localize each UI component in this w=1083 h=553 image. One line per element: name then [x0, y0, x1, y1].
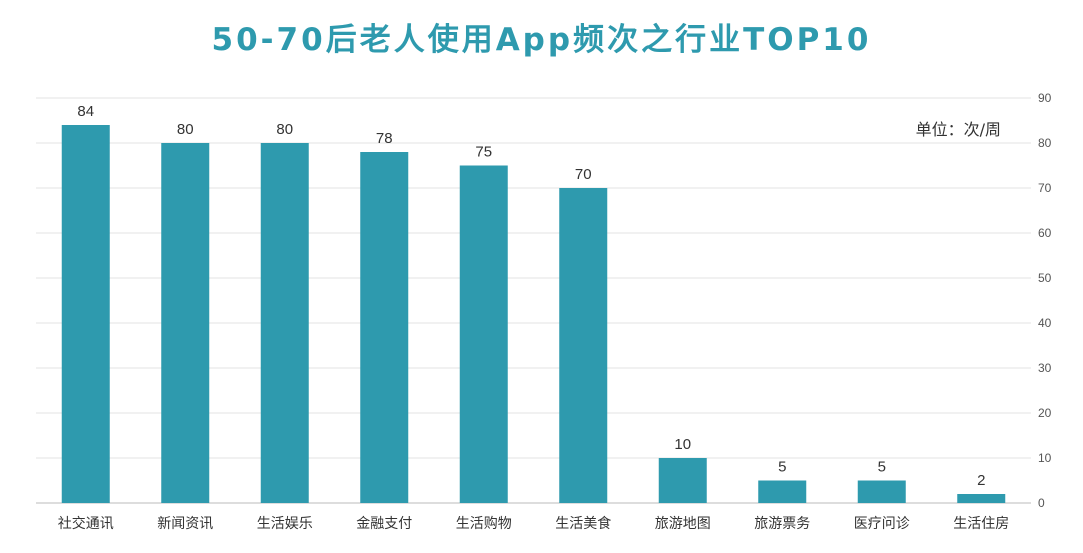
category-label: 生活住房: [953, 516, 1009, 532]
y-tick-label: 50: [1038, 271, 1052, 285]
data-label: 5: [878, 459, 886, 476]
y-tick-label: 0: [1038, 496, 1045, 510]
y-tick-label: 70: [1038, 181, 1052, 195]
category-label: 新闻资讯: [157, 516, 213, 532]
bar: [758, 480, 807, 503]
bar: [161, 143, 210, 503]
data-label: 84: [77, 103, 94, 120]
data-label: 80: [177, 121, 194, 138]
category-label: 医疗问诊: [854, 516, 910, 532]
bar: [957, 494, 1006, 503]
chart-title: 50-70后老人使用App频次之行业TOP10: [211, 22, 872, 58]
bar: [61, 125, 110, 503]
y-tick-label: 90: [1038, 91, 1052, 105]
bar: [360, 152, 409, 503]
y-axis-ticks: 0 10 20 30 40 50 60 70 80 90: [1038, 91, 1052, 510]
bar: [459, 165, 508, 503]
category-label: 旅游地图: [655, 516, 711, 532]
bar: [559, 188, 608, 503]
category-label: 生活美食: [555, 515, 611, 532]
y-tick-label: 10: [1038, 451, 1052, 465]
data-label: 5: [778, 459, 786, 476]
bars: [61, 125, 1006, 503]
data-label: 78: [376, 130, 393, 147]
data-label: 70: [575, 166, 592, 183]
data-label: 2: [977, 472, 985, 489]
data-labels: 84 80 80 78 75 70 10 5 5 2: [77, 103, 985, 489]
y-tick-label: 80: [1038, 136, 1052, 150]
category-label: 社交通讯: [58, 515, 114, 532]
bar: [658, 458, 707, 503]
data-label: 80: [276, 121, 293, 138]
y-tick-label: 20: [1038, 406, 1052, 420]
bar: [260, 143, 309, 503]
y-tick-label: 60: [1038, 226, 1052, 240]
y-tick-label: 30: [1038, 361, 1052, 375]
unit-label: 单位：次/周: [916, 120, 1001, 139]
y-tick-label: 40: [1038, 316, 1052, 330]
data-label: 75: [475, 144, 492, 161]
category-label: 旅游票务: [754, 516, 810, 532]
category-label: 生活娱乐: [257, 516, 313, 532]
data-label: 10: [674, 436, 691, 453]
category-label: 生活购物: [456, 516, 512, 532]
category-label: 金融支付: [356, 516, 412, 532]
x-axis-labels: 社交通讯 新闻资讯 生活娱乐 金融支付 生活购物 生活美食 旅游地图 旅游票务 医疗问诊 生活住房: [58, 515, 1010, 532]
bar: [857, 480, 906, 503]
